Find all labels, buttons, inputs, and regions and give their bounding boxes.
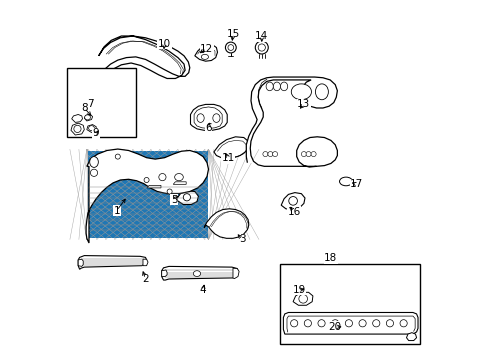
Ellipse shape [197, 114, 204, 122]
Ellipse shape [345, 320, 352, 327]
Ellipse shape [386, 320, 393, 327]
Text: 20: 20 [328, 322, 341, 332]
Ellipse shape [339, 177, 352, 186]
Polygon shape [176, 191, 198, 204]
Ellipse shape [265, 82, 273, 91]
Ellipse shape [267, 152, 272, 157]
Polygon shape [194, 45, 217, 61]
Bar [67, 68, 136, 137]
Ellipse shape [298, 294, 307, 303]
Ellipse shape [358, 320, 366, 327]
Ellipse shape [174, 174, 183, 181]
Polygon shape [142, 259, 148, 266]
Text: 6: 6 [205, 123, 211, 133]
Polygon shape [204, 209, 248, 238]
Ellipse shape [201, 54, 208, 59]
Ellipse shape [255, 41, 268, 54]
Ellipse shape [372, 320, 379, 327]
Ellipse shape [88, 126, 94, 131]
Polygon shape [147, 185, 161, 188]
Text: 7: 7 [87, 99, 94, 109]
Ellipse shape [331, 320, 338, 327]
Polygon shape [88, 151, 208, 238]
Text: 9: 9 [93, 128, 99, 138]
Bar [279, 264, 419, 344]
Polygon shape [86, 149, 208, 243]
Ellipse shape [263, 152, 267, 157]
Ellipse shape [305, 152, 310, 157]
Text: 11: 11 [221, 153, 234, 163]
Text: 13: 13 [297, 99, 310, 109]
Ellipse shape [193, 271, 200, 276]
Ellipse shape [74, 125, 81, 132]
Ellipse shape [280, 82, 287, 91]
Polygon shape [281, 193, 305, 210]
Ellipse shape [89, 157, 98, 167]
Ellipse shape [115, 154, 120, 159]
Text: 5: 5 [171, 195, 177, 205]
Polygon shape [292, 292, 312, 305]
Ellipse shape [144, 177, 149, 183]
Ellipse shape [225, 42, 236, 53]
Polygon shape [246, 77, 337, 167]
Ellipse shape [315, 84, 328, 100]
Text: 12: 12 [200, 44, 213, 54]
Text: 14: 14 [255, 31, 268, 41]
Text: 15: 15 [226, 29, 239, 39]
Text: 4: 4 [200, 285, 206, 295]
Polygon shape [162, 266, 238, 280]
Polygon shape [162, 270, 167, 276]
Ellipse shape [159, 174, 166, 181]
Polygon shape [93, 36, 189, 112]
Text: 17: 17 [349, 179, 363, 189]
Ellipse shape [212, 114, 220, 122]
Ellipse shape [90, 169, 98, 176]
Polygon shape [190, 104, 227, 130]
Ellipse shape [227, 45, 233, 50]
Polygon shape [71, 123, 84, 135]
Polygon shape [173, 182, 186, 184]
Text: 3: 3 [239, 234, 245, 244]
Polygon shape [72, 114, 82, 122]
Text: 19: 19 [292, 285, 305, 295]
Polygon shape [213, 137, 248, 158]
Polygon shape [232, 268, 239, 279]
Text: 8: 8 [81, 103, 87, 113]
Ellipse shape [272, 152, 277, 157]
Text: 16: 16 [287, 207, 300, 217]
Polygon shape [84, 114, 92, 121]
Ellipse shape [399, 320, 407, 327]
Ellipse shape [304, 320, 311, 327]
Ellipse shape [290, 320, 297, 327]
Ellipse shape [273, 82, 280, 91]
Ellipse shape [291, 84, 311, 100]
Polygon shape [283, 312, 417, 334]
Text: 18: 18 [324, 253, 337, 264]
Polygon shape [78, 256, 146, 269]
Polygon shape [406, 333, 416, 341]
Text: 1: 1 [113, 206, 120, 216]
Ellipse shape [84, 115, 90, 120]
Ellipse shape [288, 197, 297, 205]
Text: 10: 10 [158, 39, 171, 49]
Polygon shape [78, 259, 83, 266]
Polygon shape [87, 125, 96, 132]
Ellipse shape [167, 189, 172, 194]
Text: 2: 2 [142, 274, 148, 284]
Ellipse shape [317, 320, 325, 327]
Ellipse shape [258, 44, 265, 51]
Ellipse shape [301, 152, 306, 157]
Ellipse shape [310, 152, 316, 157]
Polygon shape [194, 107, 222, 129]
Ellipse shape [183, 194, 190, 201]
